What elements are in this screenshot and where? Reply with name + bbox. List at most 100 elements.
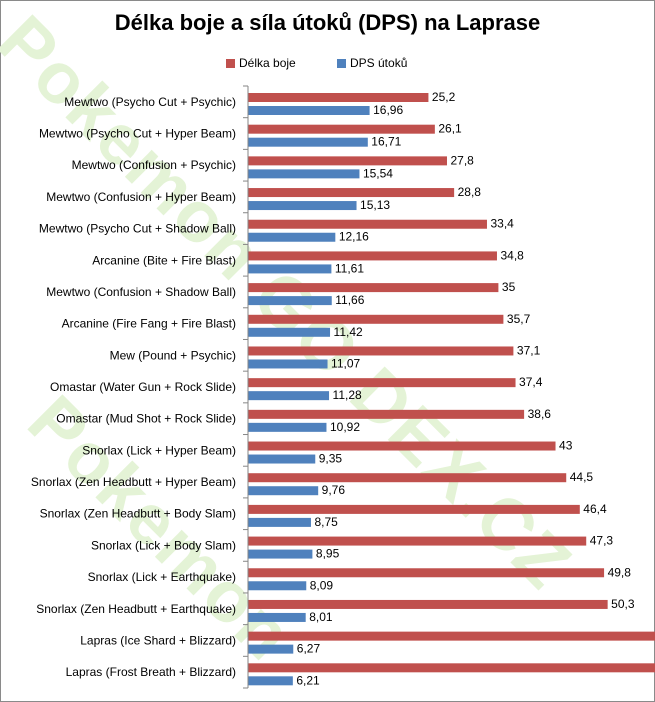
bar-duration (248, 536, 587, 546)
data-label-dps: 15,13 (360, 198, 390, 212)
data-label-duration: 28,8 (458, 185, 482, 199)
bar-dps (248, 644, 294, 654)
data-label-dps: 16,96 (373, 103, 403, 117)
bar-duration (248, 251, 497, 261)
data-label-dps: 11,07 (331, 356, 360, 370)
bar-duration (248, 283, 499, 293)
bar-dps (248, 422, 327, 432)
data-label-dps: 6,21 (296, 673, 320, 687)
data-label-duration: 27,8 (450, 153, 474, 167)
data-label-dps: 8,75 (314, 515, 338, 529)
bar-duration (248, 93, 429, 102)
bar-duration (248, 156, 447, 166)
data-label-dps: 11,42 (334, 325, 363, 339)
data-label-dps: 8,95 (316, 547, 340, 561)
data-label-duration: 34,8 (500, 248, 524, 262)
data-label-dps: 11,28 (333, 388, 362, 402)
data-label-dps: 9,35 (319, 452, 343, 466)
bar-dps (248, 327, 331, 337)
data-label-dps: 11,61 (335, 261, 364, 275)
chart-title: Délka boje a síla útoků (DPS) na Laprase (114, 10, 541, 35)
bar-duration (248, 188, 455, 198)
category-label: Mew (Pound + Psychic) (110, 348, 236, 362)
bar-duration (248, 504, 580, 514)
bar-duration (248, 631, 655, 641)
bar-duration (248, 663, 655, 673)
data-label-duration: 37,1 (517, 343, 541, 357)
bar-dps (248, 359, 328, 369)
legend-label-dps: DPS útoků (350, 56, 408, 70)
bar-dps (248, 486, 319, 496)
bar-duration (248, 568, 605, 578)
bar-duration (248, 441, 556, 451)
legend-label-duration: Délka boje (239, 56, 296, 70)
data-label-duration: 26,1 (438, 122, 462, 136)
category-label: Snorlax (Zen Headbutt + Body Slam) (40, 507, 236, 521)
bar-dps (248, 549, 313, 559)
category-label: Snorlax (Lick + Hyper Beam) (82, 443, 236, 457)
category-label: Omastar (Mud Shot + Rock Slide) (56, 412, 236, 426)
legend-item-duration: Délka boje (226, 56, 296, 70)
data-label-duration: 46,4 (583, 502, 607, 516)
category-label: Snorlax (Lick + Earthquake) (88, 570, 236, 584)
bar-duration (248, 378, 516, 388)
data-label-duration: 49,8 (608, 565, 632, 579)
bar-dps (248, 264, 332, 274)
category-label: Mewtwo (Psycho Cut + Shadow Ball) (39, 222, 236, 236)
data-label-dps: 16,71 (371, 135, 401, 149)
category-label: Mewtwo (Confusion + Shadow Ball) (46, 285, 236, 299)
bar-dps (248, 169, 360, 179)
bar-dps (248, 137, 368, 147)
category-label: Snorlax (Zen Headbutt + Earthquake) (36, 602, 236, 616)
category-label: Mewtwo (Psycho Cut + Psychic) (64, 95, 236, 109)
bar-dps (248, 201, 357, 211)
bar-dps (248, 106, 370, 115)
data-label-dps: 8,09 (310, 578, 334, 592)
category-label: Lapras (Ice Shard + Blizzard) (80, 633, 236, 647)
bar-duration (248, 124, 435, 134)
data-label-dps: 10,92 (330, 420, 360, 434)
data-label-duration: 33,4 (490, 217, 514, 231)
bar-duration (248, 599, 608, 609)
data-label-duration: 50,3 (611, 597, 635, 611)
category-label: Arcanine (Fire Fang + Fire Blast) (62, 317, 236, 331)
bar-duration (248, 314, 504, 324)
legend-swatch-dps (337, 58, 346, 68)
bar-dps (248, 296, 332, 306)
category-label: Snorlax (Lick + Body Slam) (91, 538, 236, 552)
category-label: Snorlax (Zen Headbutt + Hyper Beam) (31, 475, 236, 489)
legend-swatch-duration (226, 58, 235, 68)
data-label-dps: 11,66 (335, 293, 364, 307)
category-label: Arcanine (Bite + Fire Blast) (92, 253, 236, 267)
data-label-duration: 38,6 (528, 407, 552, 421)
data-label-dps: 15,54 (363, 166, 393, 180)
bar-duration (248, 219, 487, 229)
bar-dps (248, 612, 306, 622)
data-label-dps: 8,01 (309, 610, 333, 624)
legend-item-dps: DPS útoků (337, 56, 407, 70)
category-label: Lapras (Frost Breath + Blizzard) (66, 665, 236, 679)
data-label-duration: 35 (502, 280, 516, 294)
data-label-dps: 6,27 (297, 642, 321, 656)
category-label: Mewtwo (Psycho Cut + Hyper Beam) (39, 127, 236, 141)
bar-dps (248, 581, 307, 591)
category-label: Mewtwo (Confusion + Psychic) (72, 158, 236, 172)
bar-duration (248, 473, 567, 483)
bar-dps (248, 232, 336, 242)
category-label: Mewtwo (Confusion + Hyper Beam) (46, 190, 236, 204)
bar-dps (248, 391, 330, 401)
bar-duration (248, 346, 514, 356)
bar-dps (248, 517, 311, 527)
data-label-duration: 35,7 (507, 312, 531, 326)
data-label-duration: 44,5 (570, 470, 594, 484)
category-label: Omastar (Water Gun + Rock Slide) (50, 380, 236, 394)
data-label-duration: 37,4 (519, 375, 543, 389)
data-label-duration: 25,2 (432, 90, 456, 104)
bar-dps (248, 676, 293, 686)
chart-legend: Délka boje DPS útoků (0, 56, 655, 72)
bar-duration (248, 409, 525, 419)
data-label-duration: 43 (559, 439, 573, 453)
data-label-dps: 9,76 (322, 483, 346, 497)
bar-dps (248, 454, 316, 464)
